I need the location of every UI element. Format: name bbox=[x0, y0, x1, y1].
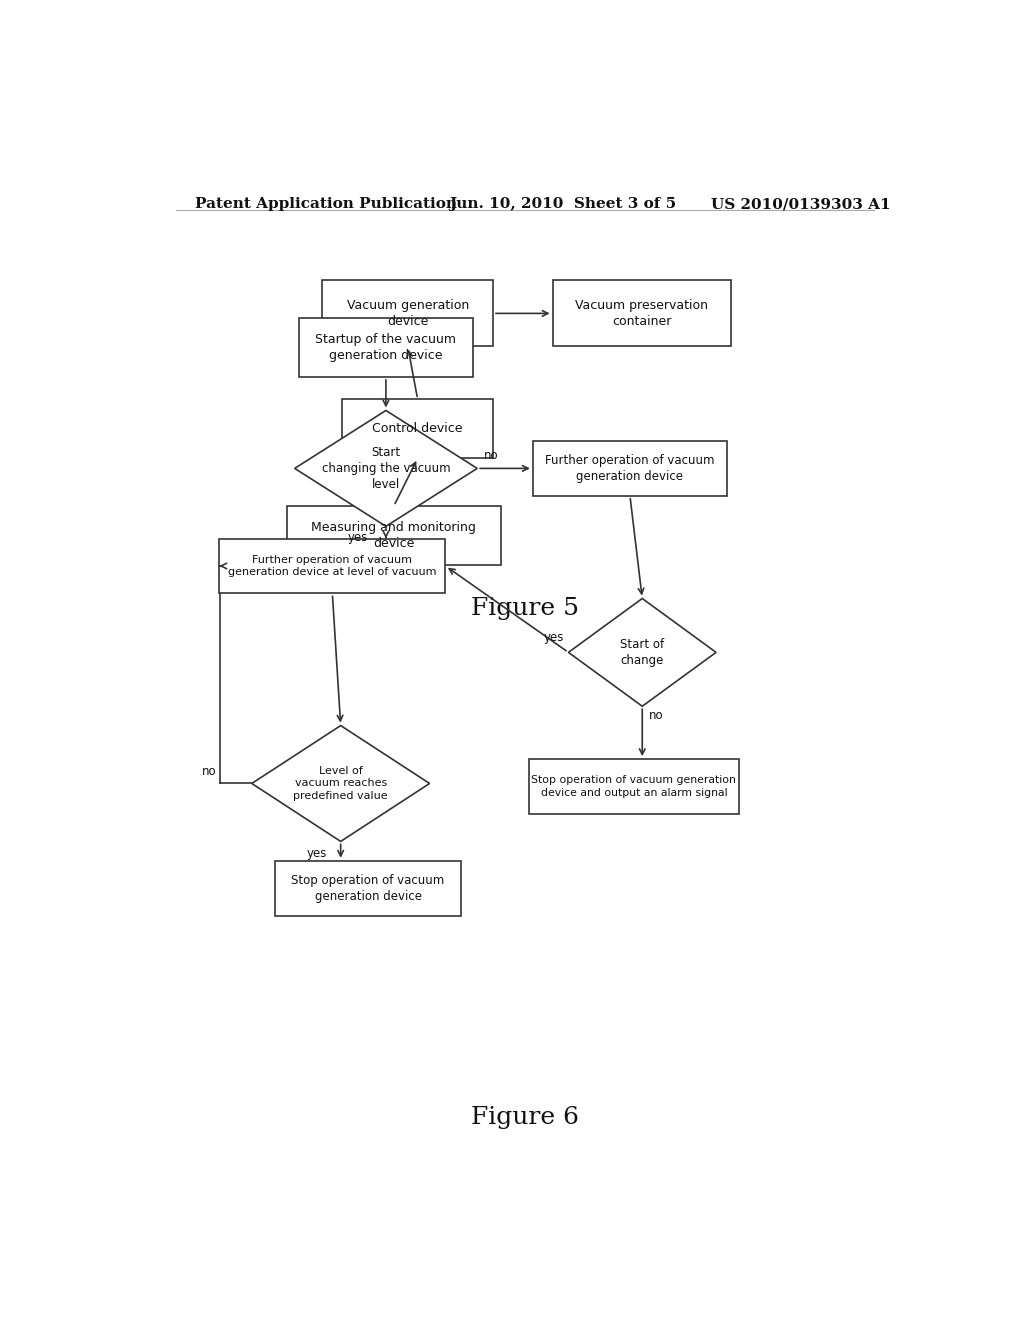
Text: Vacuum preservation
container: Vacuum preservation container bbox=[575, 298, 709, 327]
FancyBboxPatch shape bbox=[323, 280, 494, 346]
Text: yes: yes bbox=[544, 631, 564, 644]
Text: US 2010/0139303 A1: US 2010/0139303 A1 bbox=[712, 197, 891, 211]
FancyBboxPatch shape bbox=[528, 759, 739, 814]
Text: no: no bbox=[648, 709, 664, 722]
FancyBboxPatch shape bbox=[532, 441, 727, 496]
Text: Jun. 10, 2010  Sheet 3 of 5: Jun. 10, 2010 Sheet 3 of 5 bbox=[450, 197, 677, 211]
Text: Control device: Control device bbox=[373, 422, 463, 436]
Text: Further operation of vacuum
generation device at level of vacuum: Further operation of vacuum generation d… bbox=[228, 554, 436, 577]
Text: Vacuum generation
device: Vacuum generation device bbox=[346, 298, 469, 327]
Text: yes: yes bbox=[307, 846, 327, 859]
Text: Start
changing the vacuum
level: Start changing the vacuum level bbox=[322, 446, 451, 491]
Polygon shape bbox=[568, 598, 716, 706]
Text: Measuring and monitoring
device: Measuring and monitoring device bbox=[311, 521, 476, 550]
Text: Figure 5: Figure 5 bbox=[471, 598, 579, 620]
Text: Patent Application Publication: Patent Application Publication bbox=[196, 197, 458, 211]
Text: Start of
change: Start of change bbox=[621, 638, 665, 667]
Text: Stop operation of vacuum generation
device and output an alarm signal: Stop operation of vacuum generation devi… bbox=[531, 775, 736, 797]
Polygon shape bbox=[295, 411, 477, 527]
FancyBboxPatch shape bbox=[553, 280, 731, 346]
FancyBboxPatch shape bbox=[342, 399, 494, 458]
Text: no: no bbox=[202, 766, 216, 779]
Text: Startup of the vacuum
generation device: Startup of the vacuum generation device bbox=[315, 333, 457, 362]
FancyBboxPatch shape bbox=[299, 318, 473, 378]
Polygon shape bbox=[252, 726, 430, 841]
Text: Level of
vacuum reaches
predefined value: Level of vacuum reaches predefined value bbox=[293, 766, 388, 801]
Text: yes: yes bbox=[348, 532, 369, 544]
FancyBboxPatch shape bbox=[274, 861, 461, 916]
FancyBboxPatch shape bbox=[287, 506, 501, 565]
Text: no: no bbox=[483, 449, 498, 462]
Text: Figure 6: Figure 6 bbox=[471, 1106, 579, 1129]
Text: Stop operation of vacuum
generation device: Stop operation of vacuum generation devi… bbox=[292, 874, 444, 903]
FancyBboxPatch shape bbox=[219, 539, 445, 594]
Text: Further operation of vacuum
generation device: Further operation of vacuum generation d… bbox=[545, 454, 715, 483]
